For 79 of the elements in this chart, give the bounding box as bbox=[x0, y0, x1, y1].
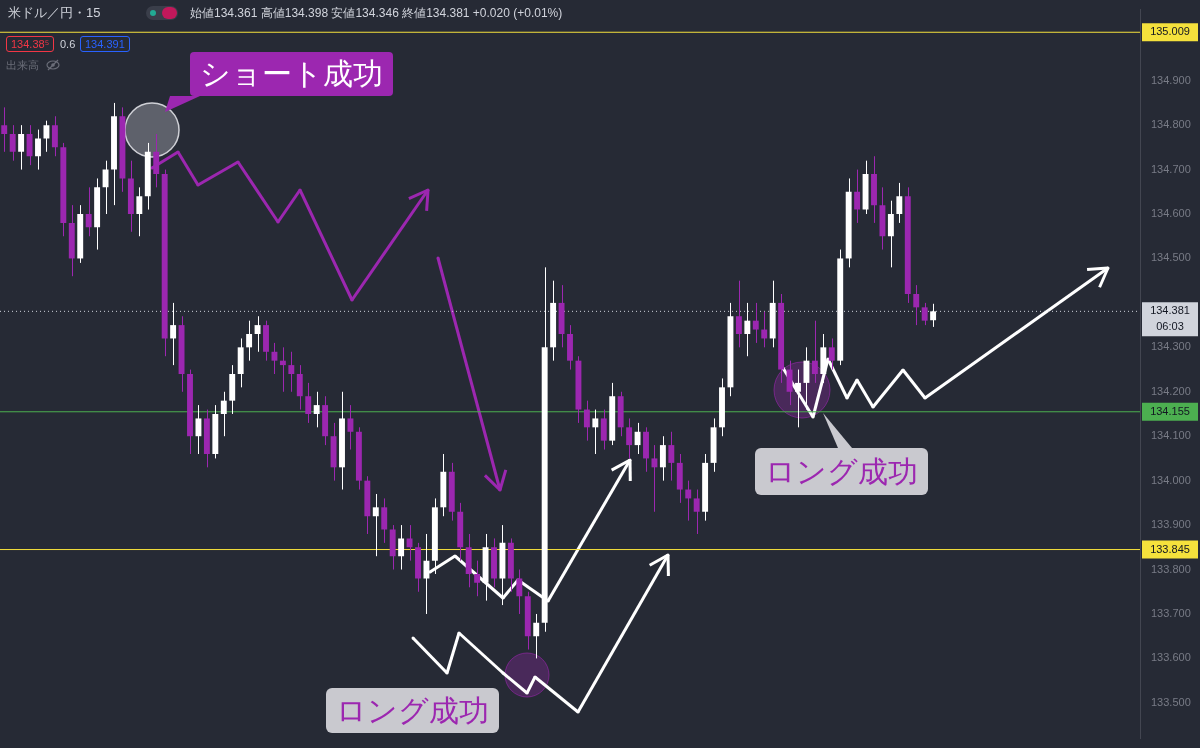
candlestick bbox=[651, 444, 658, 513]
y-tick-label: 134.500 bbox=[1151, 251, 1191, 264]
candlestick bbox=[761, 311, 768, 348]
candlestick bbox=[271, 342, 278, 375]
y-tick-label: 134.000 bbox=[1151, 473, 1191, 486]
candlestick bbox=[85, 186, 92, 237]
candlestick bbox=[474, 560, 481, 597]
y-tick-label: 134.100 bbox=[1151, 429, 1191, 442]
candlestick bbox=[930, 303, 937, 328]
candlestick bbox=[685, 480, 692, 522]
candlestick bbox=[398, 524, 405, 571]
y-tick-label: 134.900 bbox=[1151, 73, 1191, 86]
candlestick bbox=[693, 489, 700, 535]
annotation: 出来高 bbox=[6, 58, 39, 73]
candlestick bbox=[795, 369, 801, 428]
y-tick-label: 134.600 bbox=[1151, 207, 1191, 220]
candlestick bbox=[592, 409, 599, 455]
candlestick bbox=[744, 302, 751, 357]
candlestick bbox=[659, 435, 666, 482]
ref-line-label: 135.009 bbox=[1150, 25, 1190, 38]
candlestick bbox=[854, 169, 861, 224]
candlestick bbox=[811, 320, 818, 384]
candlestick bbox=[896, 182, 903, 224]
ref-line-label: 133.845 bbox=[1150, 542, 1190, 555]
y-tick-label: 134.700 bbox=[1151, 162, 1191, 175]
y-tick-label: 133.800 bbox=[1151, 562, 1191, 575]
candlestick bbox=[786, 360, 793, 406]
candlestick bbox=[9, 124, 16, 162]
candlestick bbox=[305, 382, 312, 424]
candlestick bbox=[735, 280, 742, 348]
candlestick bbox=[600, 409, 607, 451]
annotation: ロング成功 bbox=[326, 688, 499, 733]
candlestick bbox=[913, 284, 920, 326]
y-tick-label: 134.800 bbox=[1151, 118, 1191, 131]
candlestick bbox=[170, 302, 177, 366]
candlestick bbox=[26, 124, 33, 166]
ref-line-label: 134.381 06:03 bbox=[1150, 304, 1190, 333]
candlestick bbox=[313, 391, 320, 428]
candlestick bbox=[634, 422, 641, 455]
annotation: ショート成功 bbox=[190, 52, 393, 96]
chart-subtitle: 始値134.361 高値134.398 安値134.346 終値134.381 +0.020 (+0.01%) bbox=[190, 5, 563, 22]
candlestick bbox=[583, 400, 590, 442]
candlestick bbox=[102, 160, 109, 215]
candlestick bbox=[406, 524, 413, 562]
candlestick bbox=[195, 404, 202, 455]
annotation: 134.38⁵ bbox=[6, 36, 55, 52]
candlestick bbox=[18, 124, 25, 171]
y-tick-label: 134.200 bbox=[1151, 384, 1191, 397]
y-tick-label: 134.300 bbox=[1151, 340, 1191, 353]
candlestick bbox=[533, 613, 540, 659]
candlestick bbox=[372, 493, 379, 557]
candlestick bbox=[136, 186, 143, 237]
candlestick bbox=[296, 364, 303, 411]
candlestick bbox=[35, 129, 41, 171]
candlestick bbox=[347, 404, 354, 451]
y-tick-label: 133.500 bbox=[1151, 695, 1191, 708]
y-tick-label: 133.900 bbox=[1151, 518, 1191, 531]
candlestick bbox=[43, 120, 50, 153]
candlestick bbox=[51, 115, 58, 157]
candlestick bbox=[752, 302, 759, 344]
candlestick bbox=[668, 431, 675, 482]
ref-line-label: 134.155 bbox=[1150, 404, 1190, 417]
candlestick bbox=[279, 346, 286, 393]
candlestick bbox=[1, 106, 8, 153]
y-tick-label: 133.600 bbox=[1151, 651, 1191, 664]
annotation: 134.391 bbox=[80, 36, 130, 52]
candlestick bbox=[220, 391, 227, 437]
candlestick bbox=[246, 320, 253, 362]
candlestick bbox=[803, 346, 810, 411]
candlestick bbox=[626, 417, 633, 459]
candlestick bbox=[921, 302, 928, 326]
annotation: ロング成功 bbox=[755, 448, 928, 495]
candlestick bbox=[288, 351, 295, 393]
annotation: 0.6 bbox=[60, 38, 76, 50]
chart-title: 米ドル／円・15 bbox=[8, 4, 101, 22]
y-tick-label: 133.700 bbox=[1151, 607, 1191, 619]
candlestick bbox=[254, 315, 261, 353]
candlestick bbox=[381, 497, 388, 544]
candlestick bbox=[887, 200, 894, 268]
